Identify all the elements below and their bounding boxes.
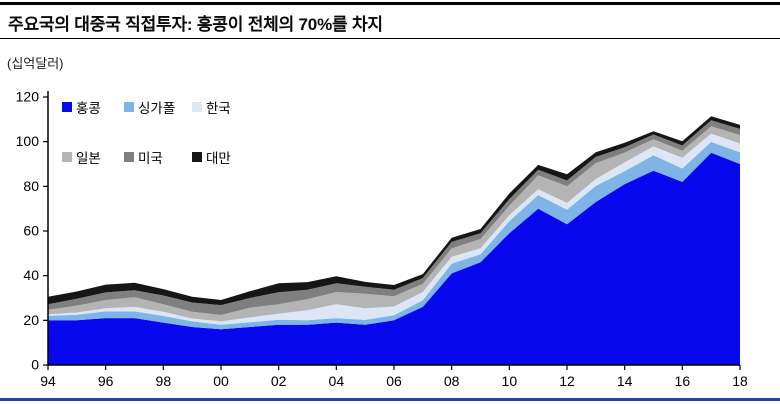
legend: 홍콩 싱가폴 한국 일본 미국 대만 [62,97,254,167]
x-axis-tick-label: 18 [732,373,748,389]
title-divider [0,38,780,39]
legend-swatch-singapore-icon [124,102,134,112]
area-band-0 [48,152,740,365]
area-band-4 [48,120,740,315]
legend-item-hongkong: 홍콩 [62,97,124,117]
x-axis-tick-label: 04 [329,373,345,389]
legend-label-usa: 미국 [138,151,163,166]
x-axis-tick-label: 94 [40,373,56,389]
chart-title: 주요국의 대중국 직접투자: 홍콩이 전체의 70%를 차지 [8,15,383,34]
legend-label-korea: 한국 [206,101,231,116]
stacked-area-chart: 0 20 40 60 80 100 120 94 96 98 00 02 04 06 08 10 12 14 16 1… [16,89,748,390]
legend-swatch-hongkong-icon [62,102,72,112]
y-axis-tick-label: 20 [23,312,39,328]
top-rule [0,2,780,5]
x-axis-tick-label: 12 [559,373,575,389]
x-axis-tick-label: 06 [386,373,402,389]
y-axis-tick-label: 100 [16,133,40,149]
legend-swatch-usa-icon [124,152,134,162]
legend-label-japan: 일본 [76,151,101,166]
legend-swatch-korea-icon [192,102,202,112]
legend-label-singapore: 싱가폴 [138,101,176,116]
y-axis-tick-label: 120 [16,89,40,105]
y-axis-tick-label: 80 [23,178,39,194]
legend-item-taiwan: 대만 [192,147,254,167]
area-band-5 [48,116,740,306]
y-axis-unit-label: (십억달러) [7,56,64,71]
x-axis-tick-label: 10 [502,373,518,389]
x-axis-tick-label: 96 [98,373,114,389]
y-axis-tick-label: 0 [31,357,39,373]
area-band-3 [48,126,740,322]
footer-rule [0,398,780,401]
x-axis-tick-label: 08 [444,373,460,389]
x-axis-tick-label: 02 [271,373,287,389]
x-axis-tick-label: 98 [156,373,172,389]
legend-item-usa: 미국 [124,147,192,167]
legend-swatch-japan-icon [62,152,72,162]
legend-item-korea: 한국 [192,97,254,117]
legend-item-singapore: 싱가폴 [124,97,192,117]
y-axis-tick-label: 40 [23,267,39,283]
legend-item-japan: 일본 [62,147,124,167]
legend-label-hongkong: 홍콩 [76,101,101,116]
x-axis-tick-label: 16 [675,373,691,389]
legend-swatch-taiwan-icon [192,152,202,162]
x-axis-tick-label: 14 [617,373,633,389]
y-axis-tick-label: 60 [23,223,39,239]
x-axis-tick-label: 00 [213,373,229,389]
legend-label-taiwan: 대만 [206,151,231,166]
